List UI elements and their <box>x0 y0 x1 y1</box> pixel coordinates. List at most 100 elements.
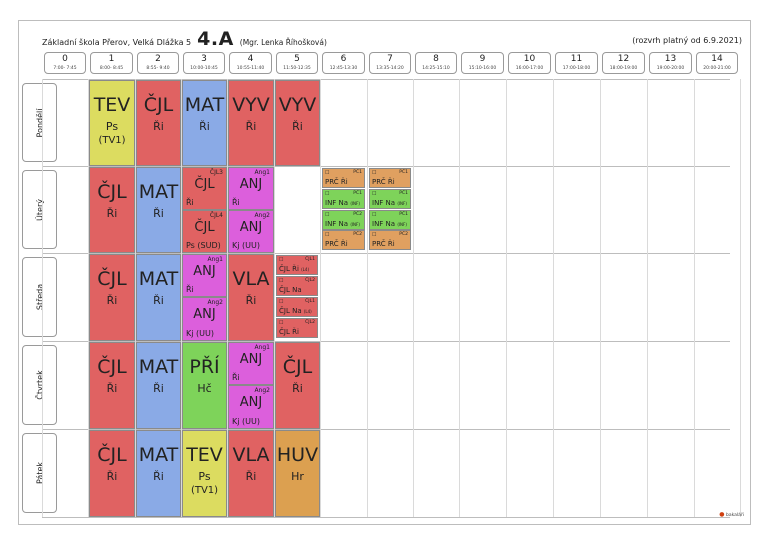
lesson-cell[interactable]: VYV Ři <box>228 80 274 166</box>
lesson-subject: ČJL <box>194 177 215 192</box>
group-lesson-mini[interactable]: ☐ ČJL1 ČJL Ři (L4) <box>276 255 318 275</box>
group-lesson-mini[interactable]: ☐ PČ1 PRČ Ři <box>322 168 365 188</box>
column-divider <box>459 79 460 517</box>
lesson-teacher: Hr <box>291 470 304 483</box>
lesson-subject: MAT <box>138 356 179 378</box>
lesson-cell[interactable]: ČJL Ři <box>89 254 135 341</box>
group-lesson-cell[interactable]: Ang2 ANJ Kj (UU) <box>182 297 227 341</box>
period-header: 8 14:25-15:10 <box>415 52 457 74</box>
lesson-text: PRČ Ři <box>325 240 348 248</box>
lesson-subject: TEV <box>186 444 223 466</box>
period-time: 11:50-12:35 <box>283 66 311 71</box>
day-label: Středa <box>22 257 57 337</box>
group-lesson-mini[interactable]: ☐ ČJL1 ČJL Na (L4) <box>276 297 318 317</box>
lesson-subject: VYV <box>278 94 317 116</box>
lesson-cell[interactable]: MAT Ři <box>136 342 181 429</box>
group-lesson-cell[interactable]: Ang1 ANJ Ři <box>228 342 274 385</box>
group-label: ČJL4 <box>209 212 223 219</box>
period-header: 7 13:35-14:20 <box>369 52 411 74</box>
period-time: 12:45-13:30 <box>329 66 358 71</box>
lesson-cell[interactable]: ČJL Ři <box>89 167 135 253</box>
lesson-cell[interactable]: HUV Hr <box>275 430 320 517</box>
period-number: 0 <box>62 54 68 64</box>
valid-from: (rozvrh platný od 6.9.2021) <box>632 36 742 45</box>
lesson-text: PRČ Ři <box>372 240 395 248</box>
lesson-teacher: Ři <box>232 198 240 207</box>
period-header: 2 8:55- 9:40 <box>137 52 179 74</box>
day-label: Čtvrtek <box>22 345 57 425</box>
lesson-subject: VYV <box>232 94 270 116</box>
group-lesson-mini[interactable]: ☐ ČJL2 ČJL Ři <box>276 318 318 338</box>
lesson-subject: MAT <box>184 94 225 116</box>
group-lesson-mini[interactable]: ☐ PČ2 PRČ Ři <box>369 230 411 250</box>
lesson-teacher: Ři <box>153 470 164 483</box>
group-lesson-mini[interactable]: ☐ ČJL2 ČJL Na <box>276 276 318 296</box>
group-lesson-mini[interactable]: ☐ PČ1 INF Na (INF) <box>369 189 411 209</box>
group-lesson-mini[interactable]: ☐ PČ1 INF Na (INF) <box>322 189 365 209</box>
period-number: 4 <box>247 54 254 64</box>
lesson-cell[interactable]: MAT Ři <box>182 80 227 166</box>
group-lesson-mini[interactable]: ☐ PČ2 PRČ Ři <box>322 230 365 250</box>
lesson-subject: ČJL <box>97 268 127 290</box>
lesson-cell[interactable]: ČJL Ři <box>89 342 135 429</box>
lesson-cell[interactable]: ČJL Ři <box>89 430 135 517</box>
lesson-cell[interactable]: MAT Ři <box>136 167 181 253</box>
checkbox-icon: ☐ <box>279 278 284 284</box>
lesson-cell[interactable]: VYV Ři <box>275 80 320 166</box>
lesson-teacher: Ři <box>186 198 194 207</box>
lesson-room: (TV1) <box>190 485 219 496</box>
lesson-cell[interactable]: VLA Ři <box>228 254 274 341</box>
lesson-cell[interactable]: VLA Ři <box>228 430 274 517</box>
column-divider <box>227 79 228 517</box>
lesson-text: PRČ Ři <box>325 178 348 186</box>
day-label: Pátek <box>22 433 57 513</box>
group-label: ČJL1 <box>305 257 315 262</box>
group-label: Ang1 <box>254 344 270 351</box>
lesson-subject: MAT <box>138 444 179 466</box>
group-lesson-cell[interactable]: Ang2 ANJ Kj (UU) <box>228 385 274 429</box>
period-number: 5 <box>294 54 300 64</box>
lesson-subject: VLA <box>232 444 270 466</box>
lesson-room: (TV1) <box>98 135 126 146</box>
group-lesson-cell[interactable]: ČJL4 ČJL Ps (SUD) <box>182 210 227 253</box>
lesson-cell[interactable]: ČJL Ři <box>275 342 320 429</box>
lesson-teacher: Ři <box>245 470 257 483</box>
period-number: 6 <box>340 54 347 64</box>
group-lesson-cell[interactable]: Ang2 ANJ Kj (UU) <box>228 210 274 253</box>
lesson-text: ČJL Ři <box>279 328 299 336</box>
lesson-teacher: Ři <box>292 382 303 395</box>
group-lesson-cell[interactable]: Ang1 ANJ Ři <box>182 254 227 297</box>
column-divider <box>647 79 648 517</box>
school-name: Základní škola Přerov, Velká Dlážka 5 <box>42 38 192 47</box>
group-lesson-mini[interactable]: ☐ PČ1 PRČ Ři <box>369 168 411 188</box>
checkbox-icon: ☐ <box>372 191 377 197</box>
period-header: 13 19:00-20:00 <box>649 52 692 74</box>
group-lesson-mini[interactable]: ☐ PČ1 INF Na (INF) <box>369 210 411 230</box>
lesson-cell[interactable]: MAT Ři <box>136 430 181 517</box>
group-lesson-cell[interactable]: ČJL3 ČJL Ři <box>182 167 227 210</box>
lesson-subject: MAT <box>138 181 179 203</box>
row-divider <box>42 517 730 518</box>
checkbox-icon: ☐ <box>325 232 330 238</box>
period-time: 20:00-21:00 <box>703 66 731 71</box>
lesson-teacher: Ři <box>153 120 164 133</box>
period-header: 1 8:00- 8:45 <box>90 52 133 74</box>
group-lesson-cell[interactable]: Ang1 ANJ Ři <box>228 167 274 210</box>
row-divider <box>42 429 730 430</box>
lesson-subject: TEV <box>93 94 131 116</box>
checkbox-icon: ☐ <box>279 320 284 326</box>
checkbox-icon: ☐ <box>279 299 284 305</box>
lesson-cell[interactable]: TEV Ps (TV1) <box>89 80 135 166</box>
period-number: 3 <box>201 54 207 64</box>
column-divider <box>42 79 43 517</box>
column-divider <box>181 79 182 517</box>
period-time: 13:35-14:20 <box>376 66 404 71</box>
lesson-cell[interactable]: PŘÍ Hč <box>182 342 227 429</box>
lesson-cell[interactable]: ČJL Ři <box>136 80 181 166</box>
lesson-cell[interactable]: MAT Ři <box>136 254 181 341</box>
lesson-subject: ANJ <box>239 352 263 367</box>
lesson-teacher: Ři <box>153 294 164 307</box>
period-header: 6 12:45-13:30 <box>322 52 365 74</box>
lesson-cell[interactable]: TEV Ps (TV1) <box>182 430 227 517</box>
group-lesson-mini[interactable]: ☐ PČ2 INF Na (INF) <box>322 210 365 230</box>
